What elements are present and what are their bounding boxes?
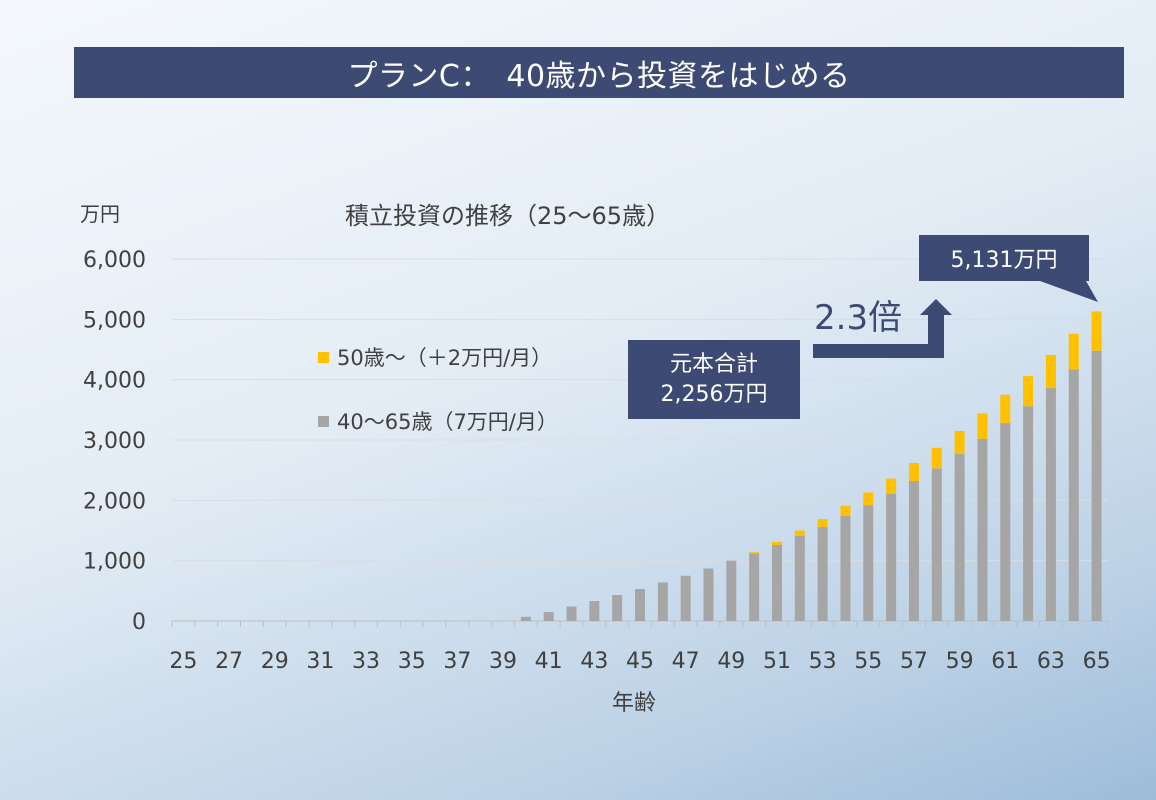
multiplier-label: 2.3倍 [814,298,903,338]
x-tick-label: 57 [900,649,928,674]
x-tick-label: 39 [489,649,517,674]
bar-base [680,575,691,621]
bar-extra [749,552,760,554]
bar-base [908,481,919,621]
bar-extra [771,541,782,545]
y-tick-label: 0 [132,610,146,635]
bar-extra [931,447,942,469]
bar-base [1000,423,1011,621]
legend-swatch-extra [318,351,329,363]
bar-extra [794,530,805,536]
legend-label-extra: 50歳〜（＋2万円/月） [337,346,553,370]
principal-callout: 元本合計 2,256万円 [628,340,800,419]
y-tick-label: 1,000 [83,550,146,575]
y-tick-label: 6,000 [83,248,146,273]
bar-base [886,493,897,621]
x-tick-label: 29 [261,649,289,674]
growth-arrow [813,299,952,358]
y-tick-label: 5,000 [83,308,146,333]
bar-extra [817,519,828,527]
x-tick-label: 47 [672,649,700,674]
y-tick-label: 3,000 [83,429,146,454]
x-tick-label: 25 [169,649,197,674]
x-tick-label: 51 [763,649,791,674]
page-title: プランC： 40歳から投資をはじめる [74,47,1124,98]
bar-base [1091,350,1102,621]
bar-base [589,601,600,621]
bar-base [794,535,805,621]
bar-extra [886,478,897,494]
x-tick-label: 53 [809,649,837,674]
x-tick-label: 33 [352,649,380,674]
x-tick-label: 59 [946,649,974,674]
bar-base [931,468,942,621]
bar-base [1068,369,1079,621]
x-tick-label: 27 [215,649,243,674]
bar-base [635,589,645,621]
bar-extra [1000,394,1011,424]
y-tick-label: 2,000 [83,489,146,514]
x-tick-label: 49 [717,649,745,674]
x-tick-label: 41 [535,649,563,674]
bar-extra [1091,311,1102,351]
bar-base [771,544,782,621]
x-tick-label: 31 [306,649,334,674]
bar-extra [1068,333,1079,370]
bar-base [977,438,988,621]
x-tick-label: 45 [626,649,654,674]
bar-base [749,553,760,621]
y-tick-label: 4,000 [83,369,146,394]
legend-item-extra: 50歳〜（＋2万円/月） [318,342,552,372]
bar-base [612,595,623,621]
bar-extra [977,413,988,439]
bar-extra [1023,376,1034,407]
x-tick-label: 55 [854,649,882,674]
bar-extra [908,462,919,482]
y-axis-unit: 万円 [80,202,120,226]
x-tick-label: 61 [991,649,1019,674]
bar-base [840,516,851,621]
bar-base [1045,388,1056,621]
x-axis-title: 年齢 [612,691,657,716]
bar-base [520,616,531,621]
x-tick-label: 43 [580,649,608,674]
legend-item-base: 40〜65歳（7万円/月） [318,406,558,436]
x-tick-label: 63 [1037,649,1065,674]
bar-base [863,505,874,621]
final-callout-pointer [1040,281,1098,302]
bar-extra [840,505,851,517]
chart-title: 積立投資の推移（25〜65歳） [345,202,671,230]
bar-base [1023,406,1034,621]
principal-callout-label: 元本合計 [669,351,758,377]
bar-extra [954,430,965,454]
bar-base [817,526,828,621]
x-tick-label: 35 [398,649,426,674]
x-tick-label: 37 [443,649,471,674]
final-value-callout: 5,131万円 [919,235,1089,281]
x-tick-label: 65 [1083,649,1111,674]
bar-base [954,453,965,621]
bar-base [543,611,554,621]
bar-base [726,560,737,621]
bar-base [657,582,668,621]
bar-base [703,568,714,621]
principal-callout-value: 2,256万円 [660,381,768,407]
legend-label-base: 40〜65歳（7万円/月） [337,410,558,434]
bar-extra [1045,354,1056,389]
bar-base [566,606,577,621]
legend-swatch-base [318,415,329,427]
bar-extra [863,492,874,506]
